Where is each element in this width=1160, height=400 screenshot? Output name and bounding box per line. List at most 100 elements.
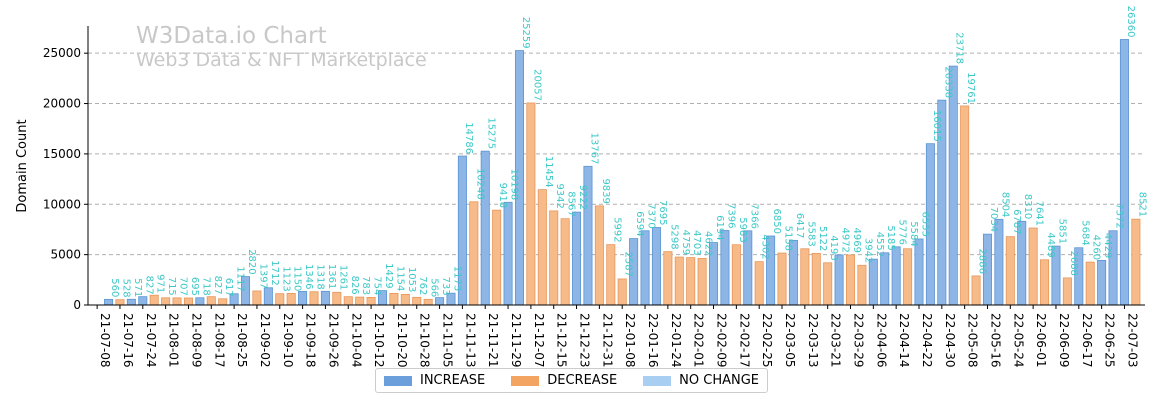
data-label: 1712: [269, 260, 280, 285]
bar: [503, 201, 513, 306]
data-label: 4759: [680, 230, 691, 255]
bar: [183, 297, 193, 306]
data-label: 7366: [748, 203, 759, 228]
x-tick-label: 21-12-15: [555, 313, 569, 367]
x-tick-label: 22-01-24: [669, 313, 683, 367]
bar: [286, 293, 296, 306]
bar: [811, 253, 821, 306]
data-label: 1429: [383, 263, 394, 288]
x-tick-label: 22-02-01: [692, 313, 706, 367]
legend-item-decrease[interactable]: DECREASE: [511, 373, 617, 388]
data-label: 1053: [406, 267, 417, 292]
data-label: 7370: [646, 203, 657, 228]
bar: [537, 189, 547, 306]
bar: [914, 238, 924, 306]
bar: [1040, 259, 1050, 306]
bar: [298, 291, 308, 306]
bar: [800, 248, 810, 306]
y-tick-label: 15000: [43, 147, 81, 161]
data-label: 1117: [235, 266, 246, 291]
legend-item-increase[interactable]: INCREASE: [384, 373, 485, 388]
legend-label-no-change: NO CHANGE: [679, 373, 760, 388]
data-label: 1123: [280, 266, 291, 291]
bar: [161, 297, 171, 306]
data-label: 1361: [326, 264, 337, 289]
data-label: 1173: [451, 266, 462, 291]
y-tick-label: 25000: [43, 46, 81, 60]
data-label: 6555: [919, 212, 930, 237]
bar: [1062, 277, 1072, 306]
data-label: 5684: [1079, 220, 1090, 245]
x-tick-label: 21-09-26: [326, 313, 340, 367]
y-tick-label: 10000: [43, 197, 81, 211]
data-label: 8310: [1022, 194, 1033, 219]
data-label: 5992: [611, 217, 622, 242]
data-label: 4552: [874, 232, 885, 257]
data-label: 23718: [954, 32, 965, 64]
bar: [275, 293, 285, 306]
data-label: 16015: [931, 110, 942, 142]
x-tick-label: 22-07-03: [1125, 313, 1139, 367]
bar: [594, 205, 604, 306]
data-label: 971: [155, 274, 166, 293]
data-label: 2688: [1068, 250, 1079, 275]
x-tick-label: 21-09-18: [304, 313, 318, 367]
chart-subtitle: Web3 Data & NFT Marketplace: [136, 49, 427, 71]
x-tick-label: 22-06-17: [1080, 313, 1094, 367]
bar: [423, 298, 433, 306]
bar: [1005, 236, 1015, 306]
data-label: 5584: [908, 221, 919, 246]
bar: [104, 298, 114, 306]
bar: [572, 211, 582, 306]
bar: [309, 291, 319, 306]
legend-swatch-no-change: [643, 375, 672, 386]
data-label: 733: [440, 277, 451, 296]
data-label: 827: [143, 276, 154, 295]
data-label: 2587: [623, 251, 634, 276]
bar: [355, 296, 365, 306]
data-label: 5583: [805, 221, 816, 246]
data-label: 715: [166, 277, 177, 296]
data-label: 1261: [337, 265, 348, 290]
bar: [1028, 227, 1038, 306]
data-label: 6594: [634, 211, 645, 236]
data-label: 5851: [1056, 219, 1067, 244]
x-tick-label: 21-10-12: [372, 313, 386, 367]
data-label: 20338: [942, 66, 953, 98]
data-label: 9342: [554, 183, 565, 208]
data-label: 4429: [1102, 233, 1113, 258]
x-tick-label: 21-07-24: [144, 313, 158, 367]
x-tick-label: 22-04-30: [943, 313, 957, 367]
data-label: 6417: [794, 213, 805, 238]
bar: [834, 254, 844, 306]
data-label: 8521: [1136, 192, 1147, 217]
legend: INCREASE DECREASE NO CHANGE: [375, 368, 769, 393]
data-label: 6850: [771, 209, 782, 234]
data-label: 10198: [509, 168, 520, 200]
data-label: 11454: [543, 156, 554, 188]
bar: [115, 299, 125, 306]
data-label: 4703: [691, 230, 702, 255]
x-tick-label: 22-02-09: [715, 313, 729, 367]
x-tick-label: 22-06-25: [1103, 313, 1117, 367]
bar: [206, 296, 216, 306]
data-label: 1154: [394, 266, 405, 291]
data-label: 571: [132, 278, 143, 297]
data-label: 1318: [315, 264, 326, 289]
data-label: 20057: [531, 69, 542, 101]
bar: [1097, 259, 1107, 306]
legend-item-no-change[interactable]: NO CHANGE: [643, 373, 759, 388]
bar: [195, 297, 205, 306]
x-tick-label: 22-04-06: [874, 313, 888, 367]
x-tick-label: 22-06-01: [1034, 313, 1048, 367]
x-tick-label: 21-10-20: [395, 313, 409, 367]
bar: [252, 290, 262, 306]
bar: [720, 230, 730, 306]
bar: [343, 296, 353, 306]
data-label: 10248: [474, 168, 485, 200]
x-tick-label: 22-04-14: [897, 313, 911, 367]
bar: [960, 105, 970, 306]
data-label: 8504: [999, 192, 1010, 217]
data-label: 4260: [1091, 235, 1102, 260]
